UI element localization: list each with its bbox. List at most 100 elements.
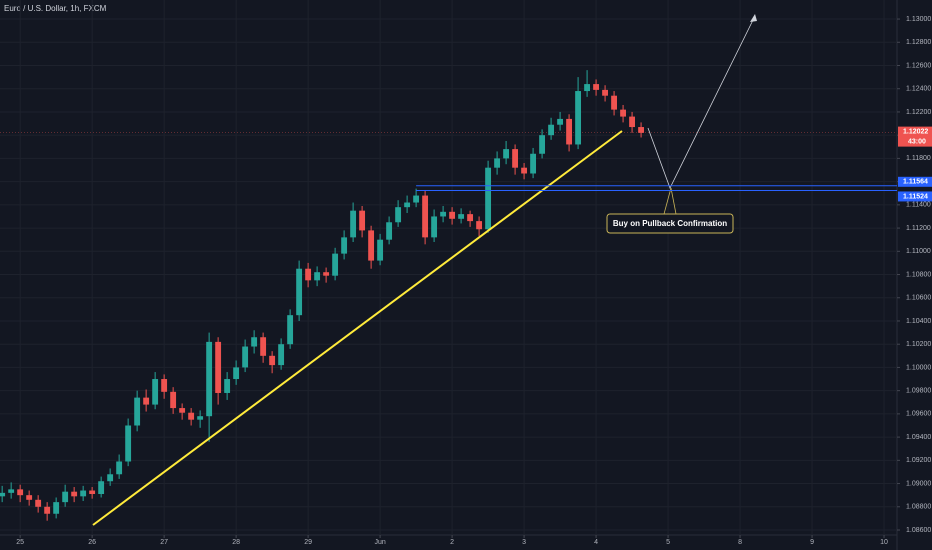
candle-body [233, 367, 240, 380]
candle-body [170, 391, 177, 409]
candle-body [566, 118, 573, 145]
candle-body [611, 95, 618, 110]
y-tick-label: 1.10600 [906, 295, 931, 302]
y-tick-label: 1.12400 [906, 86, 931, 93]
candle-body [62, 491, 69, 503]
candle-body [44, 506, 51, 514]
y-tick-label: 1.10400 [906, 318, 931, 325]
x-tick-label: 9 [810, 539, 814, 546]
candle-body [107, 474, 114, 482]
x-tick-label: 2 [450, 539, 454, 546]
candle-body [125, 425, 132, 462]
y-tick-label: 1.10000 [906, 364, 931, 371]
candle-body [404, 202, 411, 208]
y-tick-label: 1.13000 [906, 16, 931, 23]
candle-body [161, 379, 168, 392]
candle-body [620, 109, 627, 117]
candle-body [422, 195, 429, 238]
last-price-label: 1.12022 [903, 128, 928, 135]
y-tick-label: 1.09200 [906, 457, 931, 464]
candle-body [188, 412, 195, 420]
candle-body [431, 216, 438, 238]
x-tick-label: 10 [880, 539, 888, 546]
candle-body [557, 118, 564, 125]
candle-body [17, 489, 24, 496]
candle-body [377, 239, 384, 261]
x-tick-label: 3 [522, 539, 526, 546]
candle-body [26, 495, 33, 500]
candle-body [449, 211, 456, 219]
candle-body [224, 379, 231, 393]
candle-body [467, 214, 474, 222]
candle-body [503, 149, 510, 159]
candle-body [305, 268, 312, 281]
candle-body [8, 489, 15, 493]
candle-body [638, 127, 644, 133]
level-tag [898, 176, 932, 187]
projection-path [647, 15, 756, 190]
candle-body [179, 408, 186, 413]
candle-body [332, 253, 339, 276]
y-tick-label: 1.10800 [906, 271, 931, 278]
candle-body [548, 124, 555, 136]
candle-body [584, 84, 591, 92]
arrow-head [750, 14, 757, 22]
candle-body [413, 195, 420, 203]
y-tick-label: 1.09800 [906, 387, 931, 394]
last-price-tag [898, 126, 932, 147]
candle-body [602, 89, 609, 96]
candle-body [116, 461, 123, 475]
y-tick-label: 1.12600 [906, 62, 931, 69]
y-tick-label: 1.10200 [906, 341, 931, 348]
callout-box [606, 213, 734, 234]
y-tick-label: 1.08800 [906, 504, 931, 511]
candle-body [368, 230, 375, 261]
candle-body [80, 490, 87, 497]
x-tick-label: 26 [88, 539, 96, 546]
candle-body [386, 222, 393, 240]
candle-body [521, 167, 528, 174]
y-tick-label: 1.11000 [906, 248, 931, 255]
candle-body [89, 490, 96, 495]
candle-body [98, 481, 105, 495]
candle-body [350, 210, 357, 238]
callout-pointer [663, 187, 677, 215]
level-label: 1.11524 [903, 193, 928, 200]
candle-body [476, 221, 483, 230]
y-tick-label: 1.11800 [906, 155, 931, 162]
y-tick-label: 1.09600 [906, 411, 931, 418]
candle-body [512, 149, 519, 168]
candle-body [323, 272, 330, 276]
candle-body [458, 214, 465, 219]
x-tick-label: 8 [738, 539, 742, 546]
candle-body [215, 341, 222, 393]
candle-body [575, 91, 582, 145]
x-tick-label: 5 [666, 539, 670, 546]
candle-body [359, 210, 366, 231]
candle-body [314, 272, 321, 281]
candle-body [530, 153, 537, 174]
candle-body [341, 237, 348, 254]
candle-body [494, 158, 501, 168]
candle-body [593, 84, 600, 90]
y-tick-label: 1.11200 [906, 225, 931, 232]
x-tick-label: 27 [160, 539, 168, 546]
x-tick-label: 28 [232, 539, 240, 546]
candle-body [629, 116, 636, 128]
candle-body [0, 492, 6, 497]
candle-body [269, 355, 276, 366]
y-tick-label: 1.11400 [906, 202, 931, 209]
y-tick-label: 1.12200 [906, 109, 931, 116]
candle-body [485, 167, 492, 230]
y-tick-label: 1.12800 [906, 39, 931, 46]
candle-body [278, 344, 285, 366]
candle-body [287, 315, 294, 345]
y-tick-label: 1.09000 [906, 480, 931, 487]
candle-body [71, 491, 78, 497]
candle-body [35, 499, 42, 507]
y-tick-label: 1.09400 [906, 434, 931, 441]
callout-text: Buy on Pullback Confirmation [613, 219, 727, 228]
level-label: 1.11564 [903, 179, 928, 186]
candle-body [539, 135, 546, 154]
